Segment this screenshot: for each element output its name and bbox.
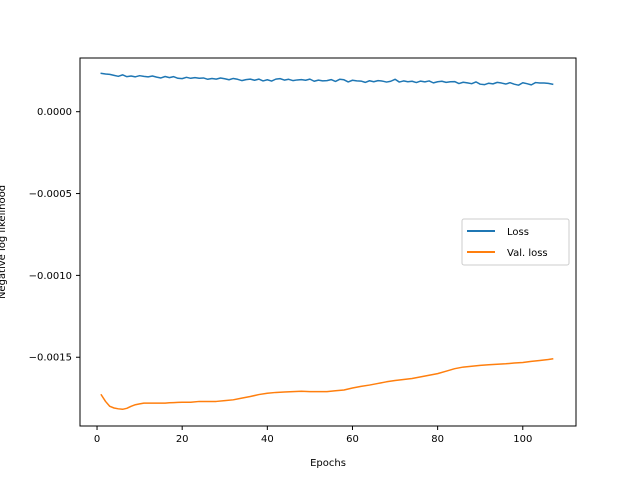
legend: Loss Val. loss: [461, 218, 570, 266]
y-tick-label: −0.0005: [29, 189, 72, 200]
y-tick-label: 0.0000: [37, 107, 72, 118]
axes-frame: [79, 57, 577, 427]
x-axis-ticks: 0 20 40 60 80 100: [94, 426, 532, 445]
x-tick-label: 60: [346, 434, 359, 445]
series-group: [100, 72, 554, 411]
y-axis-label: Negative log likelihood: [0, 185, 8, 299]
legend-label-val-loss: Val. loss: [507, 248, 548, 259]
series-line-val-loss: [100, 358, 554, 411]
x-tick-label: 20: [176, 434, 189, 445]
x-tick-label: 100: [513, 434, 532, 445]
x-tick-label: 0: [94, 434, 100, 445]
y-tick-label: −0.0010: [29, 271, 72, 282]
y-tick-label: −0.0015: [29, 353, 72, 364]
x-axis-label: Epochs: [310, 458, 346, 469]
x-tick-label: 80: [431, 434, 444, 445]
series-line-loss: [100, 72, 554, 86]
x-tick-label: 40: [261, 434, 274, 445]
legend-label-loss: Loss: [507, 227, 529, 238]
y-axis-ticks: 0.0000 −0.0005 −0.0010 −0.0015: [29, 107, 80, 364]
